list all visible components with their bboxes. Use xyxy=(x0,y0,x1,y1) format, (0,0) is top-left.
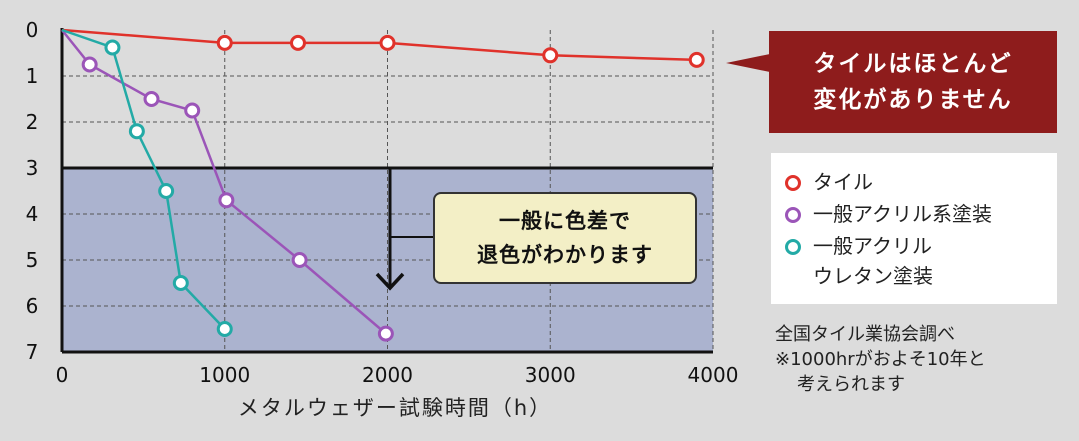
data-point xyxy=(688,51,705,68)
y-tick-label: 7 xyxy=(26,340,39,364)
series-layer xyxy=(61,28,705,342)
series-line xyxy=(61,28,226,330)
series-line xyxy=(61,28,697,62)
callout-pointer xyxy=(726,54,770,72)
series-タイル xyxy=(61,28,705,68)
x-tick-label: 2000 xyxy=(362,363,413,387)
callout-line-2: 変化がありません xyxy=(813,87,1013,113)
footnote-source: 全国タイル業協会調べ xyxy=(775,324,955,345)
legend-label: タイル xyxy=(813,170,873,194)
x-tick-labels: 0 1000 2000 3000 4000 xyxy=(56,363,739,387)
data-point xyxy=(542,47,559,64)
arrow-head xyxy=(375,272,405,291)
data-point xyxy=(216,321,233,337)
callout-box: タイルはほとんど 変化がありません xyxy=(769,31,1057,133)
footnote-note: ※1000hrがおよそ10年と xyxy=(775,349,986,370)
data-point xyxy=(104,39,121,56)
x-tick-label: 4000 xyxy=(688,363,739,387)
legend-item-acrylic: 一般アクリル系塗装 xyxy=(785,199,992,229)
data-point xyxy=(379,34,396,51)
annotation-line-2: 退色がわかります xyxy=(477,243,653,267)
y-tick-label: 5 xyxy=(26,248,39,272)
legend-label: ウレタン塗装 xyxy=(813,264,933,288)
legend-item-urethan: 一般アクリル ウレタン塗装 xyxy=(785,231,933,291)
data-point xyxy=(184,102,201,119)
data-point xyxy=(158,183,175,199)
footnote-note-cont: 考えられます xyxy=(797,374,905,395)
data-point xyxy=(81,56,98,73)
y-tick-label: 6 xyxy=(26,294,39,318)
down-arrow-icon xyxy=(375,168,434,291)
circle-marker-icon xyxy=(785,239,801,255)
legend-item-tile: タイル xyxy=(785,167,873,197)
circle-marker-icon xyxy=(785,207,801,223)
x-axis-label: メタルウェザー試験時間（h） xyxy=(238,396,552,420)
axes xyxy=(60,28,713,354)
data-point xyxy=(218,192,235,209)
y-tick-labels: 0 1 2 3 4 5 6 7 xyxy=(26,18,39,364)
data-point xyxy=(143,91,160,107)
y-tick-label: 3 xyxy=(26,156,39,180)
legend-label: 一般アクリル xyxy=(813,234,932,258)
data-point xyxy=(289,34,306,51)
data-point xyxy=(216,34,233,51)
x-tick-label: 0 xyxy=(56,363,69,387)
annotation-box: 一般に色差で 退色がわかります xyxy=(433,192,697,284)
data-point xyxy=(128,123,145,140)
annotation-line-1: 一般に色差で xyxy=(499,209,631,233)
legend-label: 一般アクリル系塗装 xyxy=(813,202,992,226)
x-tick-label: 1000 xyxy=(199,363,250,387)
data-point xyxy=(377,325,394,342)
y-tick-label: 4 xyxy=(26,202,39,226)
x-tick-label: 3000 xyxy=(525,363,576,387)
footnote: 全国タイル業協会調べ ※1000hrがおよそ10年と 考えられます xyxy=(775,322,986,397)
callout-line-1: タイルはほとんど xyxy=(813,51,1013,77)
circle-marker-icon xyxy=(785,175,801,191)
y-tick-label: 1 xyxy=(26,64,39,88)
series-一般アクリルウレタン塗装 xyxy=(61,28,233,337)
data-point xyxy=(172,275,189,291)
series-一般アクリル系塗装 xyxy=(61,29,394,342)
y-tick-label: 0 xyxy=(26,18,39,42)
data-point xyxy=(291,252,308,268)
y-tick-label: 2 xyxy=(26,110,39,134)
legend: タイル 一般アクリル系塗装 一般アクリル ウレタン塗装 xyxy=(771,153,1057,304)
